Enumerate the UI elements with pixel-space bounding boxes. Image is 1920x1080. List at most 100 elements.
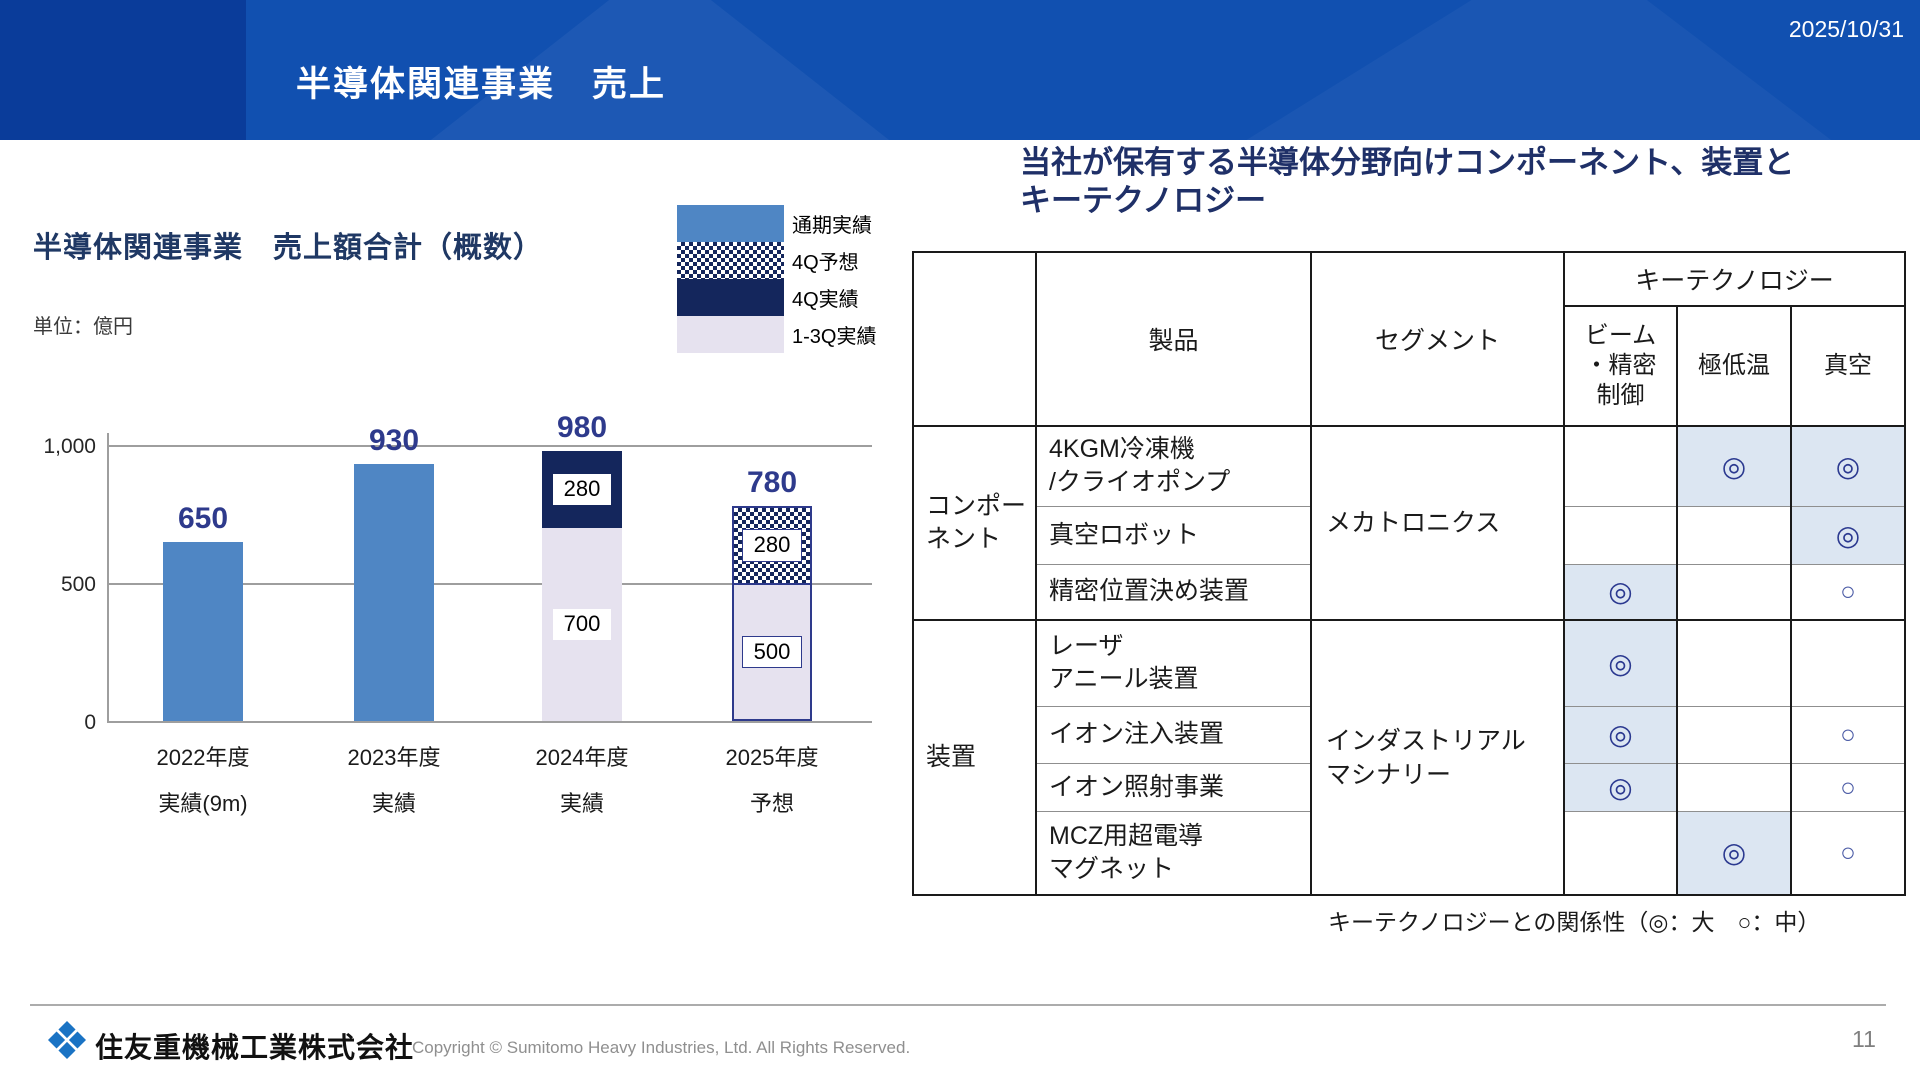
- col-header-beam-precision: ビーム ・精密 制御: [1563, 305, 1678, 427]
- segment-mechatronics: メカトロニクス: [1310, 425, 1565, 621]
- bar-segment-full-year: [163, 542, 243, 721]
- mark-beam: [1563, 810, 1678, 896]
- mark-cryogenic: [1676, 505, 1792, 565]
- mark-vacuum: ○: [1789, 563, 1907, 621]
- page-number: 11: [1852, 1026, 1876, 1052]
- bar-segment-1-3q: 700: [542, 528, 622, 721]
- right-section-heading: 当社が保有する半導体分野向けコンポーネント、装置と キーテクノロジー: [1020, 144, 1880, 220]
- y-axis-tick-500: 500: [60, 573, 96, 596]
- col-header-cryogenic: 極低温: [1676, 305, 1792, 427]
- segment-industrial-machinery: インダストリアル マシナリー: [1310, 619, 1565, 896]
- mark-cryogenic: ◎: [1676, 425, 1792, 507]
- product-cell: 真空ロボット: [1035, 505, 1312, 565]
- bar-fy2022: 650: [163, 502, 243, 721]
- header-band: [0, 0, 1920, 140]
- legend-swatch-full-year: [677, 205, 784, 242]
- key-technology-table: 製品 セグメント キーテクノロジー ビーム ・精密 制御 極低温 真空 コンポー…: [912, 251, 1907, 896]
- bar-fy2025: 500 280 780: [732, 466, 812, 721]
- chart-unit-label: 単位：億円: [33, 316, 133, 338]
- mark-cryogenic: [1676, 762, 1792, 812]
- copyright-text: Copyright © Sumitomo Heavy Industries, L…: [412, 1038, 911, 1057]
- legend-swatch-4q-actual: [677, 279, 784, 316]
- x-label-fy2025: 2025年度: [725, 745, 819, 770]
- product-cell: イオン照射事業: [1035, 762, 1312, 812]
- x-axis-baseline: [107, 721, 872, 723]
- legend-label: 4Q実績: [792, 289, 859, 311]
- table-row: MCZ用超電導 マグネット ◎ ○: [913, 810, 1907, 896]
- x-sublabel-fy2025: 予想: [749, 791, 794, 816]
- bar-total-label: 930: [368, 424, 420, 457]
- header-dark-block: [0, 0, 246, 140]
- mark-vacuum: ○: [1789, 705, 1907, 764]
- legend-label: 1-3Q実績: [792, 326, 877, 348]
- company-logo-icon: [48, 1021, 86, 1059]
- slide-title: 半導体関連事業 売上: [296, 65, 667, 104]
- slide-date: 2025/10/31: [1788, 16, 1904, 42]
- bar-fy2024: 700 280 980: [542, 411, 622, 721]
- bar-segment-1-3q-forecast: 500: [732, 583, 812, 721]
- bar-total-label: 980: [556, 411, 608, 444]
- bar-segment-value: 500: [741, 635, 803, 669]
- col-header-product: 製品: [1035, 251, 1312, 427]
- legend-item: 4Q予想: [677, 242, 876, 279]
- mark-beam: [1563, 505, 1678, 565]
- mark-cryogenic: [1676, 563, 1792, 621]
- bar-total-label: 780: [746, 466, 798, 499]
- col-header-segment: セグメント: [1310, 251, 1565, 427]
- footer-divider: [30, 1004, 1886, 1006]
- bar-segment-full-year: [354, 464, 434, 721]
- gridline-500: [107, 583, 872, 585]
- legend-label: 通期実績: [792, 215, 872, 237]
- legend-item: 1-3Q実績: [677, 316, 876, 353]
- chart-title: 半導体関連事業 売上額合計（概数）: [33, 232, 544, 264]
- key-technology-note: キーテクノロジーとの関係性（◎：大 ○：中）: [1328, 909, 1821, 935]
- y-axis-tick-1000: 1,000: [43, 435, 96, 458]
- mark-beam: ◎: [1563, 619, 1678, 707]
- table-corner-cell: [912, 251, 1037, 427]
- x-sublabel-fy2022: 実績(9m): [158, 791, 248, 816]
- product-cell: 4KGM冷凍機 /クライオポンプ: [1035, 425, 1312, 507]
- table-row: 装置 レーザ アニール装置 インダストリアル マシナリー ◎: [912, 619, 1907, 896]
- x-label-fy2023: 2023年度: [347, 745, 441, 770]
- table-row: 真空ロボット ◎: [913, 505, 1907, 565]
- right-heading-line2: キーテクノロジー: [1020, 183, 1267, 218]
- x-sublabel-fy2024: 実績: [559, 791, 604, 816]
- x-label-fy2024: 2024年度: [535, 745, 629, 770]
- col-header-keytech: キーテクノロジー: [1562, 251, 1907, 307]
- company-name: 住友重機械工業株式会社: [95, 1032, 415, 1063]
- mark-beam: [1563, 425, 1678, 507]
- gridline-1000: [107, 445, 872, 447]
- bar-segment-4q-actual: 280: [542, 451, 622, 528]
- bar-total-label: 650: [177, 502, 229, 535]
- bar-segment-value: 700: [552, 609, 612, 640]
- mark-vacuum: ◎: [1789, 425, 1907, 507]
- legend-item: 4Q実績: [677, 279, 876, 316]
- mark-beam: ◎: [1563, 705, 1678, 764]
- mark-vacuum: ○: [1789, 762, 1907, 812]
- product-cell: レーザ アニール装置: [1035, 619, 1312, 707]
- chart-legend: 通期実績 4Q予想 4Q実績 1-3Q実績: [677, 205, 876, 353]
- product-cell: イオン注入装置: [1035, 705, 1312, 764]
- table-row: 精密位置決め装置 ◎ ○: [913, 563, 1907, 621]
- y-axis-line: [107, 433, 109, 723]
- table-row: コンポー ネント 4KGM冷凍機 /クライオポンプ メカトロニクス ◎ ◎: [912, 425, 1907, 621]
- legend-swatch-4q-forecast: [677, 242, 784, 279]
- col-header-vacuum: 真空: [1789, 305, 1907, 427]
- x-sublabel-fy2023: 実績: [371, 791, 416, 816]
- product-cell: 精密位置決め装置: [1035, 563, 1312, 621]
- legend-label: 4Q予想: [792, 252, 859, 274]
- legend-item: 通期実績: [677, 205, 876, 242]
- mark-vacuum: ○: [1789, 810, 1907, 896]
- bar-segment-value: 280: [552, 474, 612, 505]
- mark-vacuum: ◎: [1789, 505, 1907, 565]
- bar-segment-4q-forecast: 280: [732, 506, 812, 583]
- legend-swatch-1-3q-actual: [677, 316, 784, 353]
- bar-segment-value: 280: [741, 529, 803, 562]
- x-label-fy2022: 2022年度: [156, 745, 250, 770]
- bar-chart-plot-area: 650 930 700 280 980 500 280 780: [107, 411, 872, 723]
- y-axis-tick-0: 0: [84, 711, 96, 734]
- category-equipment: 装置: [912, 619, 1037, 896]
- product-cell: MCZ用超電導 マグネット: [1035, 810, 1312, 896]
- mark-beam: ◎: [1563, 563, 1678, 621]
